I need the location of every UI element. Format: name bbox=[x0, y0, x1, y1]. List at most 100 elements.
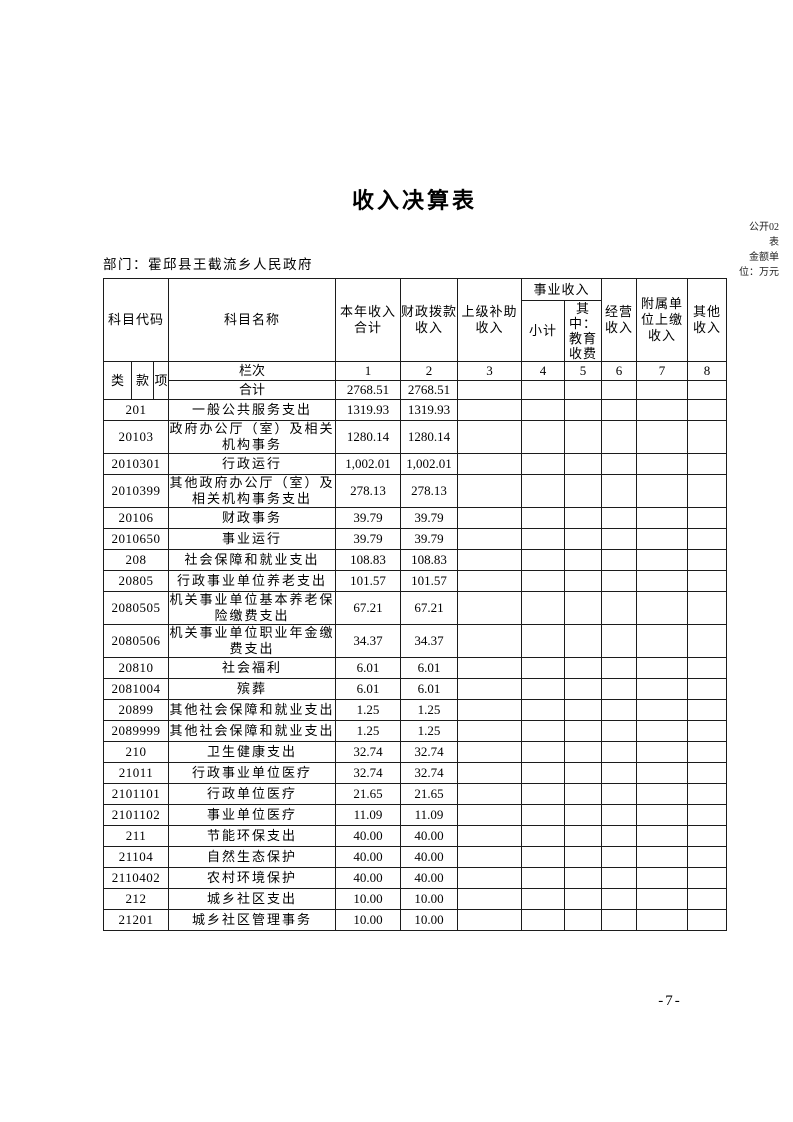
empty-cell bbox=[636, 399, 689, 421]
total-income-cell: 67.21 bbox=[335, 591, 402, 625]
empty-cell bbox=[687, 720, 728, 742]
grand-total-row: 合计 2768.51 2768.51 bbox=[104, 380, 728, 400]
fiscal-income-cell: 39.79 bbox=[400, 528, 459, 550]
empty-cell bbox=[601, 624, 638, 658]
empty-cell bbox=[521, 507, 566, 529]
subject-code-cell: 2110402 bbox=[102, 867, 170, 889]
empty-cell bbox=[521, 624, 566, 658]
empty-cell bbox=[564, 846, 603, 868]
subject-name-cell: 行政事业单位医疗 bbox=[168, 762, 337, 784]
empty-cell bbox=[601, 549, 638, 571]
total-income-cell: 32.74 bbox=[335, 741, 402, 763]
table-row: 2081004 殡葬 6.01 6.01 bbox=[102, 678, 728, 700]
empty-cell bbox=[601, 507, 638, 529]
total-income-cell: 108.83 bbox=[335, 549, 402, 571]
header-row-sub: 小计 其中：教育收费 bbox=[104, 300, 727, 362]
empty-cell bbox=[601, 720, 638, 742]
subject-name-cell: 社会福利 bbox=[168, 657, 337, 679]
header-code-item: 项 bbox=[152, 361, 170, 400]
page-number: -7- bbox=[658, 993, 682, 1009]
empty-cell bbox=[457, 909, 523, 931]
empty-cell bbox=[457, 804, 523, 826]
total-income-cell: 1.25 bbox=[335, 699, 402, 721]
table-row: 2101101 行政单位医疗 21.65 21.65 bbox=[102, 783, 728, 805]
empty-cell bbox=[687, 624, 728, 658]
subject-name-cell: 农村环境保护 bbox=[168, 867, 337, 889]
empty-cell bbox=[687, 699, 728, 721]
total-income-cell: 21.65 bbox=[335, 783, 402, 805]
empty-cell bbox=[601, 570, 638, 592]
table-row: 20810 社会福利 6.01 6.01 bbox=[102, 657, 728, 679]
subject-name-cell: 政府办公厅（室）及相关机构事务 bbox=[168, 420, 337, 454]
grand-total-label: 合计 bbox=[168, 380, 337, 400]
empty-cell bbox=[687, 741, 728, 763]
empty-cell bbox=[636, 720, 689, 742]
fiscal-income-cell: 278.13 bbox=[400, 474, 459, 508]
empty-cell bbox=[687, 570, 728, 592]
header-code-class: 类 bbox=[103, 361, 132, 400]
fiscal-income-cell: 11.09 bbox=[400, 804, 459, 826]
empty-cell bbox=[564, 888, 603, 910]
table-row: 201 一般公共服务支出 1319.93 1319.93 bbox=[102, 399, 728, 421]
empty-cell bbox=[564, 909, 603, 931]
empty-cell bbox=[564, 528, 603, 550]
table-header: 科目代码 科目名称 本年收入合计 财政拨款收入 上级补助收入 事业收入 经营收入… bbox=[102, 278, 728, 400]
empty-cell bbox=[687, 846, 728, 868]
column-number: 2 bbox=[400, 361, 459, 381]
fiscal-income-cell: 1,002.01 bbox=[400, 453, 459, 475]
total-income-cell: 10.00 bbox=[335, 909, 402, 931]
fiscal-income-cell: 1.25 bbox=[400, 720, 459, 742]
column-number: 3 bbox=[457, 361, 523, 381]
total-income-cell: 40.00 bbox=[335, 846, 402, 868]
empty-cell bbox=[521, 783, 566, 805]
empty-cell bbox=[636, 420, 689, 454]
empty-cell bbox=[457, 474, 523, 508]
fiscal-income-cell: 39.79 bbox=[400, 507, 459, 529]
table-row: 20103 政府办公厅（室）及相关机构事务 1280.14 1280.14 bbox=[102, 420, 728, 454]
empty-cell bbox=[636, 678, 689, 700]
subject-code-cell: 2089999 bbox=[102, 720, 170, 742]
empty-cell bbox=[564, 783, 603, 805]
table-row: 2010301 行政运行 1,002.01 1,002.01 bbox=[102, 453, 728, 475]
empty-cell bbox=[521, 867, 566, 889]
subject-name-cell: 行政事业单位养老支出 bbox=[168, 570, 337, 592]
subject-name-cell: 机关事业单位职业年金缴费支出 bbox=[168, 624, 337, 658]
fiscal-income-cell: 40.00 bbox=[400, 825, 459, 847]
empty-cell bbox=[457, 624, 523, 658]
subject-name-cell: 事业单位医疗 bbox=[168, 804, 337, 826]
empty-cell bbox=[601, 474, 638, 508]
empty-cell bbox=[457, 380, 523, 400]
subject-name-cell: 自然生态保护 bbox=[168, 846, 337, 868]
empty-cell bbox=[687, 528, 728, 550]
empty-cell bbox=[601, 867, 638, 889]
table-row: 2010399 其他政府办公厅（室）及相关机构事务支出 278.13 278.13 bbox=[102, 474, 728, 508]
empty-cell bbox=[687, 762, 728, 784]
empty-cell bbox=[521, 699, 566, 721]
table-row: 212 城乡社区支出 10.00 10.00 bbox=[102, 888, 728, 910]
total-income-cell: 1280.14 bbox=[335, 420, 402, 454]
subject-name-cell: 卫生健康支出 bbox=[168, 741, 337, 763]
empty-cell bbox=[601, 846, 638, 868]
table-row: 21011 行政事业单位医疗 32.74 32.74 bbox=[102, 762, 728, 784]
header-subject-name: 科目名称 bbox=[168, 278, 337, 362]
total-income-cell: 1.25 bbox=[335, 720, 402, 742]
empty-cell bbox=[601, 741, 638, 763]
form-id-line: 金额单 bbox=[749, 252, 779, 263]
empty-cell bbox=[636, 453, 689, 475]
total-income-cell: 32.74 bbox=[335, 762, 402, 784]
empty-cell bbox=[521, 720, 566, 742]
subject-name-cell: 城乡社区管理事务 bbox=[168, 909, 337, 931]
total-income-cell: 39.79 bbox=[335, 507, 402, 529]
empty-cell bbox=[564, 453, 603, 475]
empty-cell bbox=[636, 909, 689, 931]
empty-cell bbox=[601, 699, 638, 721]
empty-cell bbox=[564, 549, 603, 571]
subject-code-cell: 2080506 bbox=[102, 624, 170, 658]
department-label: 部门：霍邱县王截流乡人民政府 bbox=[103, 257, 313, 272]
fiscal-income-cell: 101.57 bbox=[400, 570, 459, 592]
grand-total-income: 2768.51 bbox=[335, 380, 402, 400]
empty-cell bbox=[687, 549, 728, 571]
header-fiscal-income: 财政拨款收入 bbox=[400, 278, 459, 362]
subject-code-cell: 2101102 bbox=[102, 804, 170, 826]
empty-cell bbox=[687, 657, 728, 679]
